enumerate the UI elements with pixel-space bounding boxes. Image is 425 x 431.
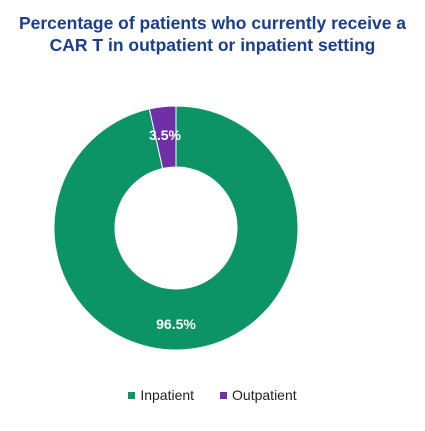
legend-item-inpatient: Inpatient [128,387,194,403]
donut-slice-inpatient [53,105,299,351]
legend-label-inpatient: Inpatient [140,387,195,403]
chart-title-line-2: CAR T in outpatient or inpatient setting [49,35,376,55]
legend-label-outpatient: Outpatient [232,387,297,403]
legend: Inpatient Outpatient [0,387,425,403]
slice-label-inpatient: 96.5% [156,316,196,332]
legend-swatch-outpatient [220,391,228,399]
donut-slice-outpatient [148,105,177,170]
chart-title: Percentage of patients who currently rec… [0,12,425,56]
chart-title-line-1: Percentage of patients who currently rec… [18,13,407,33]
slice-label-outpatient: 3.5% [149,127,181,143]
legend-swatch-inpatient [128,391,136,399]
legend-item-outpatient: Outpatient [220,387,297,403]
